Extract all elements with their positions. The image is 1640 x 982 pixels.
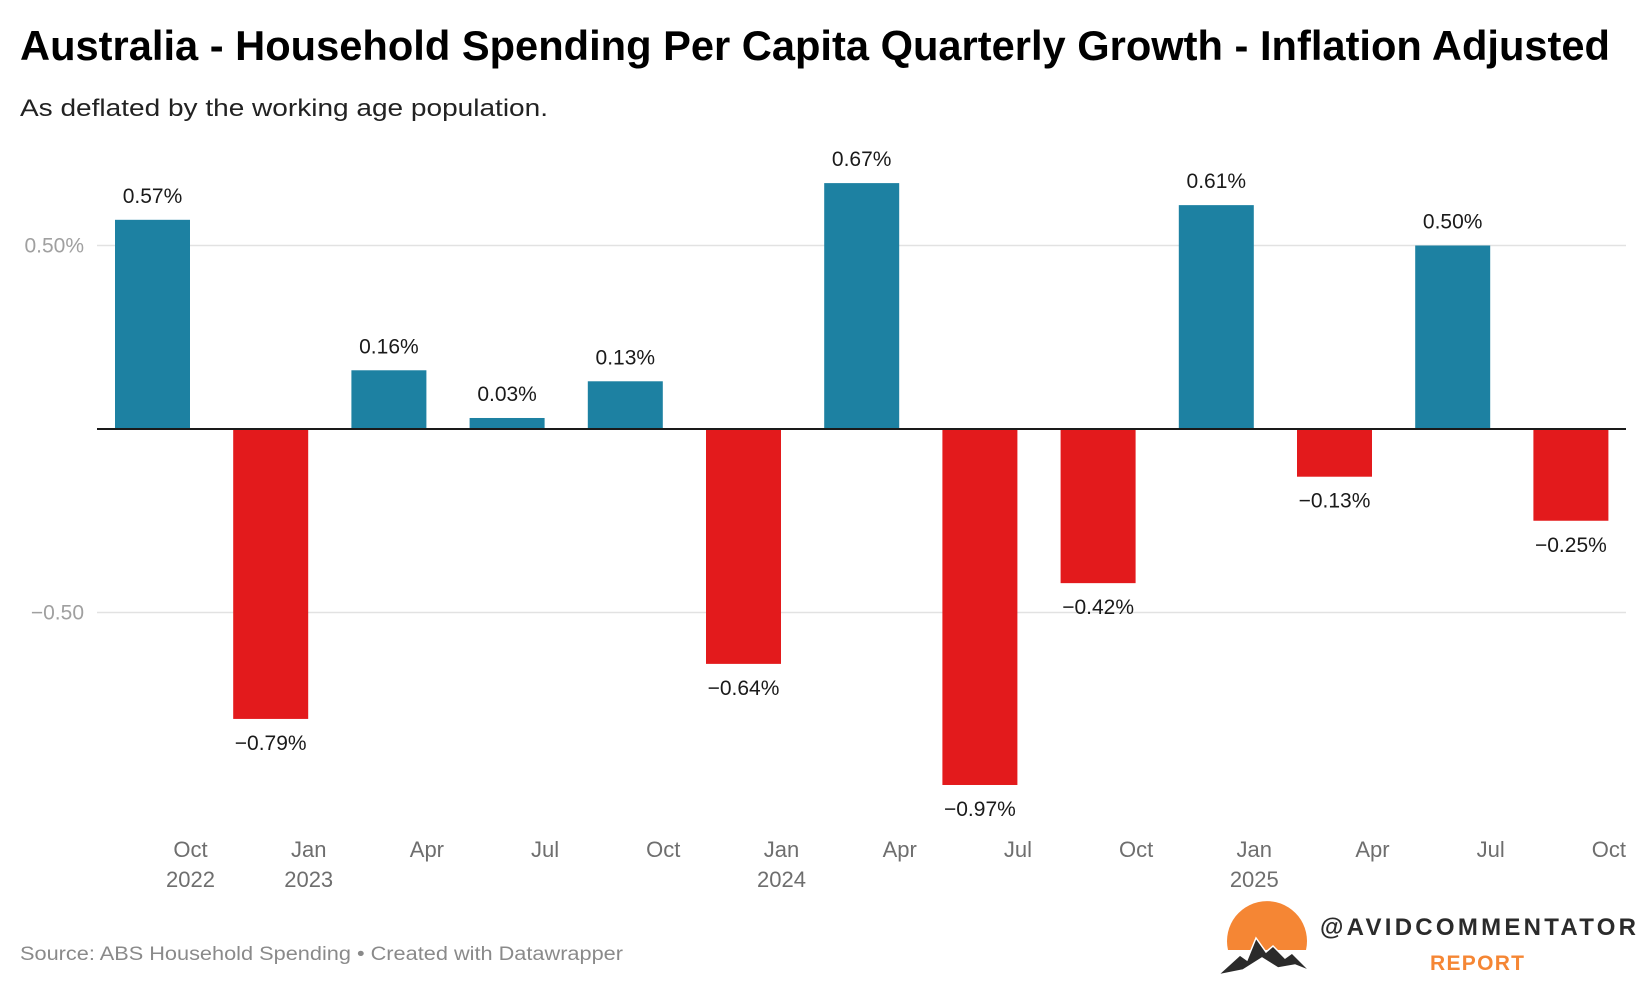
data-label: −0.13% [1299, 490, 1371, 513]
y-tick-label: −0.50 [31, 602, 84, 625]
sun-mountain-logo-icon [1215, 901, 1311, 977]
x-tick-label: Oct [1119, 837, 1153, 862]
x-tick-label: Oct [646, 837, 680, 862]
chart-title: Australia - Household Spending Per Capit… [20, 22, 1610, 69]
logo: @AVIDCOMMENTATOR REPORT [1215, 901, 1636, 977]
x-tick-label: Apr [410, 837, 444, 862]
data-label: 0.03% [477, 383, 537, 406]
data-label: −0.79% [235, 732, 307, 755]
data-label: 0.13% [596, 346, 656, 369]
x-tick-label: Jan [764, 837, 799, 862]
bar [351, 370, 427, 429]
data-label: −0.64% [708, 677, 780, 700]
bar [1060, 429, 1136, 584]
x-tick-year: 2024 [757, 867, 806, 892]
source-note: Source: ABS Household Spending • Created… [20, 944, 624, 965]
bar [115, 219, 190, 429]
x-tick-label: Jul [531, 837, 559, 862]
data-label: 0.50% [1423, 211, 1483, 234]
chart-subtitle: As deflated by the working age populatio… [20, 95, 548, 122]
bar [233, 429, 309, 719]
bar [1415, 245, 1491, 429]
bar [1533, 429, 1609, 521]
bar [824, 183, 900, 429]
bar [587, 381, 663, 429]
bar [469, 417, 545, 429]
x-tick-label: Oct [173, 837, 207, 862]
data-label: 0.16% [359, 335, 419, 358]
x-tick-year: 2023 [284, 867, 333, 892]
data-label: −0.97% [944, 798, 1016, 821]
x-tick-label: Jul [1004, 837, 1032, 862]
logo-handle: @AVIDCOMMENTATOR [1320, 914, 1636, 941]
bar [706, 429, 781, 664]
bar [942, 429, 1018, 785]
data-label: −0.42% [1062, 596, 1134, 619]
logo-report: REPORT [1430, 952, 1524, 975]
data-label: 0.57% [123, 185, 183, 208]
x-tick-label: Jan [291, 837, 326, 862]
bar [1178, 205, 1254, 429]
data-label: 0.67% [832, 148, 892, 171]
x-tick-year: 2025 [1230, 867, 1279, 892]
bar [1297, 429, 1372, 477]
y-tick-label: 0.50% [24, 235, 84, 258]
data-label: 0.61% [1187, 170, 1247, 193]
x-tick-label: Oct [1592, 837, 1626, 862]
data-label: −0.25% [1535, 534, 1607, 557]
x-tick-label: Apr [1355, 837, 1389, 862]
x-tick-label: Apr [883, 837, 917, 862]
x-tick-label: Jan [1237, 837, 1272, 862]
x-tick-year: 2022 [166, 867, 215, 892]
x-tick-label: Jul [1477, 837, 1505, 862]
